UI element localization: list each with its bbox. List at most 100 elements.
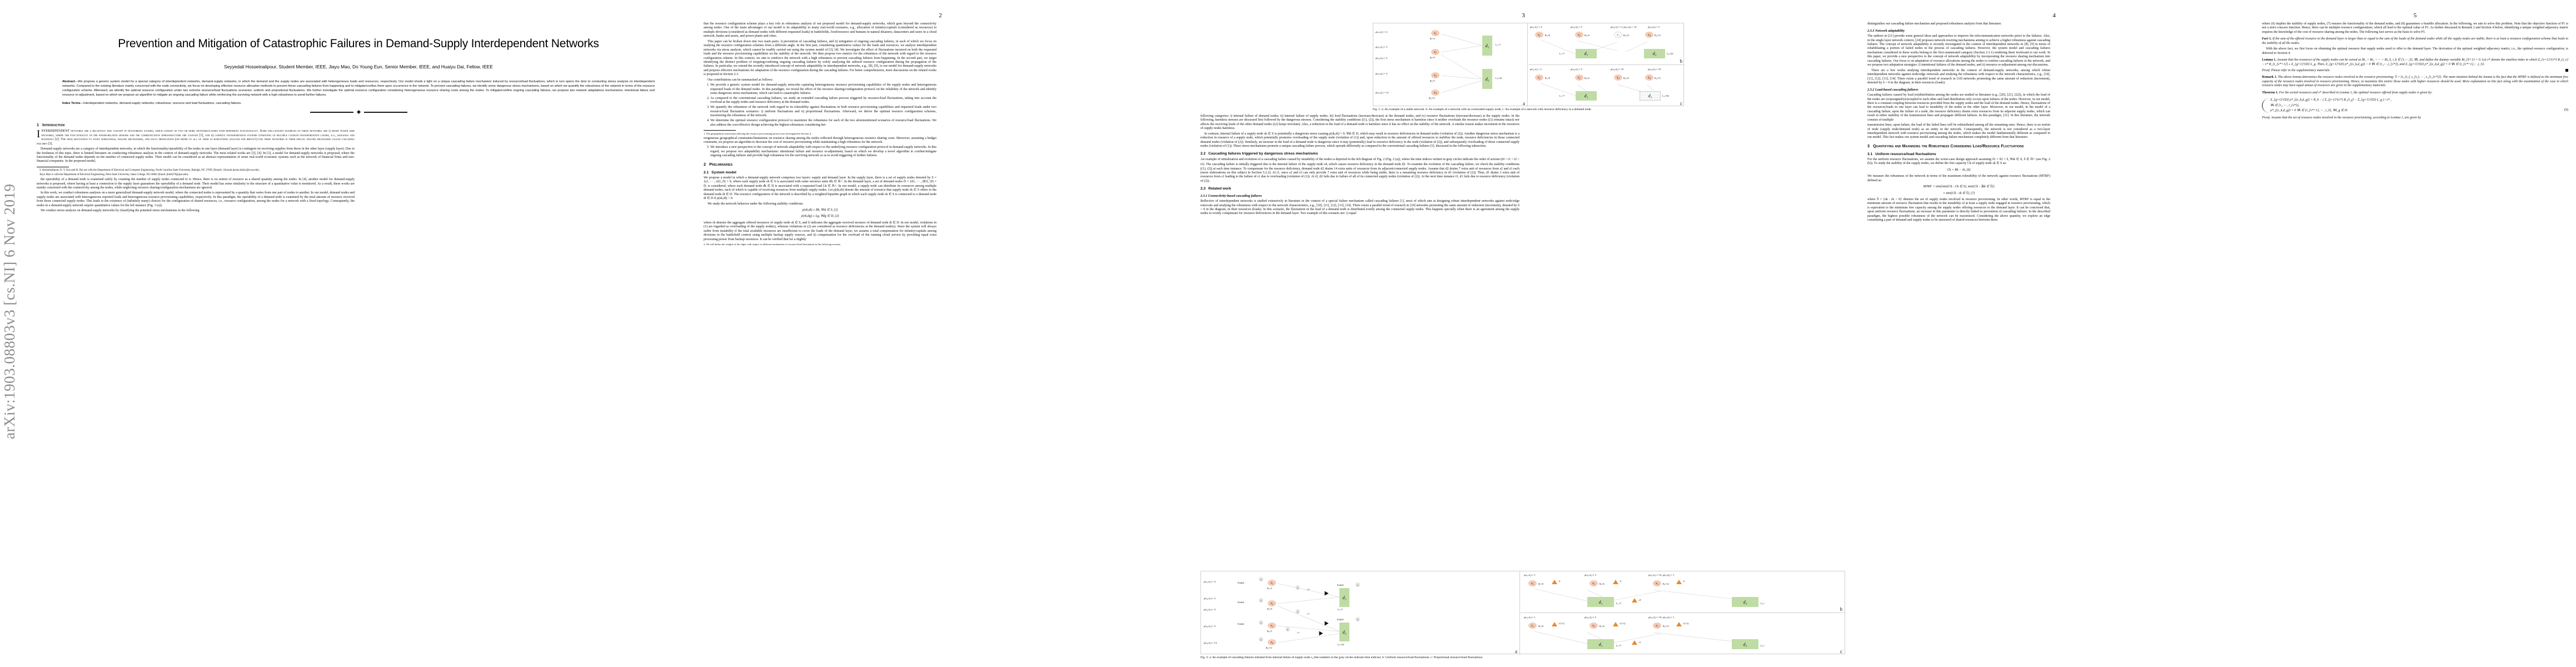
fig2a-supply-node-s4: s₄ [1268,639,1276,646]
fig2b-supply-node-s3: s₃ [1653,580,1661,587]
fig1b-demand-node-d1: d₁ [1576,49,1597,58]
contribution-item-5: We introduce a new perspective to the co… [710,146,936,158]
p4-c2-paragraph-1: transmission lines; upon failure, the lo… [1867,123,2050,140]
theorem-1-text: For the sorted resources and v* describe… [2279,91,2433,94]
theorem-1: Theorem 1. For the sorted resources and … [2262,91,2568,95]
fig1-panel-a: s₁ s₂ s₃ s₄ R₁=5 R₂=9 R₃=5 R₄=15 ρ(s₁,d₁… [1373,23,1528,107]
fig1c-edges [1540,83,1657,96]
fig1a-L2-label: L₂=22 [1496,77,1502,79]
lemma-1: Lemma 1. Assume that the resources of th… [2262,58,2568,67]
subsection-title: Uniform resource/load fluctuations [1875,152,1936,156]
fig2b-delta-s3: -δ [1683,580,1685,583]
page-3: 3 s₁ s₂ s₃ s₄ R₁=5 [1193,0,1854,667]
fig2b-fluctuation-icon-s1 [1552,580,1557,585]
fig2c-rho-s2: ρ(s₂,d₁) = 5 [1585,616,1596,619]
fig2a-demand-node-d2: d₂ [1339,623,1349,642]
p4-c2-uniform-text: For the uniform resource fluctuations, w… [1867,157,2050,166]
page-number-2: 2 [939,12,942,19]
fig2c-supply-node-s2: s₂ [1590,623,1598,629]
fig2c-demand-node-d1: d₁ [1587,639,1614,650]
equation-2: ρ(sk,dg) ≥ Lg, ∀dg ∈ D, (2) [801,215,839,218]
fig1c-rho-s1d1: ρ(s₁,d₁) = 2 [1530,68,1542,71]
p3-c2-paragraph-2: Reflective of interdependent networks is… [1200,200,1519,216]
fig2c-fluctuation-icon-d1 [1632,640,1637,645]
abstract-text: —We propose a generic system model for a… [62,79,655,97]
fig1c-rho-s2d1: ρ(s₂,d₁) = 5 [1571,68,1582,71]
fig1-panel-c: ρ(s₁,d₁) = 2 ρ(s₂,d₁) = 5 ρ(s₃,d₂) = 10 … [1528,66,1685,107]
fig2c-edges [1534,631,1743,644]
page-2: 2 that the resource configuration scheme… [696,0,1185,667]
fact-1-text: If the sum of the offered resource to th… [2262,37,2568,45]
p4-c1-load-paragraph: Cascading failures caused by load (re)di… [1867,93,2050,122]
fig1a-rho-s4d2: ρ(s₄,d₂) = 14 [1376,91,1389,94]
p4-c2-mtrf-tail: where S̃ = {sk : rk > 0} denotes the set… [1867,198,2050,222]
subsection-title: Cascading failures triggered by dangerou… [1208,152,1318,156]
fig2a-time-d1: t₃ [1356,583,1360,588]
section-title: Preliminaries [709,161,733,167]
fig2-panel-a: ρ(s₁,d₁) = 4 ρ(s₂,d₁) = 3 ρ(s₂,d₂) = 4 ρ… [1201,571,1520,655]
fig1a-supply-node-s3: s₃ [1431,72,1439,78]
fig2b-edges [1534,589,1743,601]
fig2c-R1-label: R₁=8 [1538,625,1543,628]
remark-1: Remark 1. The above lemma determines the… [2262,76,2568,88]
subsection-title: Related work [1208,187,1232,191]
fig2c-delta-s2: ×(1-ξ) [1620,622,1626,625]
page-number-5: 5 [2413,12,2417,19]
fig1b-R3-label: R₃=11 [1623,34,1630,37]
fig2b-R2-label: R₂=6 [1600,583,1605,586]
p2-c2-paragraph-1: erogeneous geographical constraints/limi… [704,136,936,145]
contribution-item-4: We determine the optimal resource config… [710,119,936,127]
fig2a-status-d1: Failed [1337,584,1344,587]
fig2c-delta-s3: ×(1-ξ) [1683,622,1689,625]
fig1b-R1-label: R₁=8 [1545,34,1550,37]
proof-1-text: Proof. Please refer to the supplementary… [2262,68,2330,72]
fig2c-L1-label: L₁=7 [1616,644,1622,648]
fig2b-R3-label: R₃=12 [1663,583,1669,586]
intro-col2-paragraph-3: We conduct stress analysis on demand-sup… [41,209,200,213]
abstract-label: Abstract [62,79,75,83]
fig1c-R2-label: R₂=6 [1585,77,1590,79]
drop-cap: I [37,128,41,141]
fig2b-delta-s2: -δ [1620,580,1622,583]
subsection-number: 3.1 [1867,152,1873,156]
page-title: Prevention and Mitigation of Catastrophi… [118,37,599,50]
subsection-heading-cascading: 2.2 Cascading failures triggered by dange… [1200,152,1519,156]
fig1c-R3-label: R₃=11 [1623,77,1630,79]
intro-paragraph-1: I NTERDEPENDENT networks are a relatively… [37,130,355,146]
divider-line-left [310,111,353,113]
page2-columns: that the resource configuration scheme p… [704,22,1177,653]
fig2b-rho-s3: ρ(s₃,d₁) = 10, ρ(s₃,d₂) = 1 [1648,574,1675,577]
page-1: Prevention and Mitigation of Catastrophi… [29,0,688,667]
fig1b-demand-node-d2: d₂ [1644,49,1665,58]
subsubsection-title: Load-based cascading failures [1875,88,1919,92]
figure-1-caption: Fig. 1: a: An example of a stable networ… [1373,108,1592,111]
fig2b-rho-s1: ρ(s₁,d₁) = 1 [1524,574,1536,577]
fig2b-delta-s1: -δ [1558,580,1561,583]
fig2a-status-s3: Failed [1238,623,1244,626]
fig2-panel-a-label: a [1515,649,1517,655]
subsection-number: 2.2 [1200,152,1206,156]
section-title: Quantifying and Maximizing the Robustnes… [1873,143,2024,148]
section-number: 3 [1867,143,1870,148]
fig2a-time-edge-2: t₁ [1296,609,1300,614]
figure-2: ρ(s₁,d₁) = 4 ρ(s₂,d₁) = 3 ρ(s₂,d₂) = 4 ρ… [1200,571,1845,660]
fig1-panel-b: ρ(s₁,d₁) = 4 ρ(s₂,d₂) = 5 ρ(s₃,d₁) = 3, … [1528,23,1685,65]
page3-columns: following categories: i) internal failur… [1200,115,1846,537]
page-4: 4 distinguishes our cascading failure me… [1860,0,2249,667]
footnote-rule-p2 [704,130,736,131]
fig1c-supply-node-s1: s₁ [1535,74,1543,81]
fig2c-L2-label: L₂= [1761,644,1765,648]
fig1c-R4-label: R₄=15 [1655,77,1661,79]
fig1a-supply-node-s4: s₄ [1431,89,1439,96]
figure-2-box: ρ(s₁,d₁) = 4 ρ(s₂,d₁) = 3 ρ(s₂,d₂) = 4 ρ… [1200,571,1845,655]
fig1b-supply-node-s1: s₁ [1535,32,1543,38]
fig2a-arrow-icon-3 [1319,631,1323,636]
abstract-paragraph: Abstract—We propose a generic system mod… [62,80,655,98]
subsection-number: 2.1 [704,170,709,175]
fig2c-supply-node-s3: s₃ [1653,623,1661,629]
fig2a-supply-node-s2: s₂ [1268,600,1276,607]
index-terms-paragraph: Index Terms—Interdependent networks, dem… [62,102,655,106]
footnote-1: S. Hosseinalipour, D. Y. Eun and H. Dai … [39,168,260,172]
fig1c-R1-label: R₁=8 [1545,77,1550,79]
page-5: 5 where (ii) implies the stability of su… [2254,0,2576,667]
